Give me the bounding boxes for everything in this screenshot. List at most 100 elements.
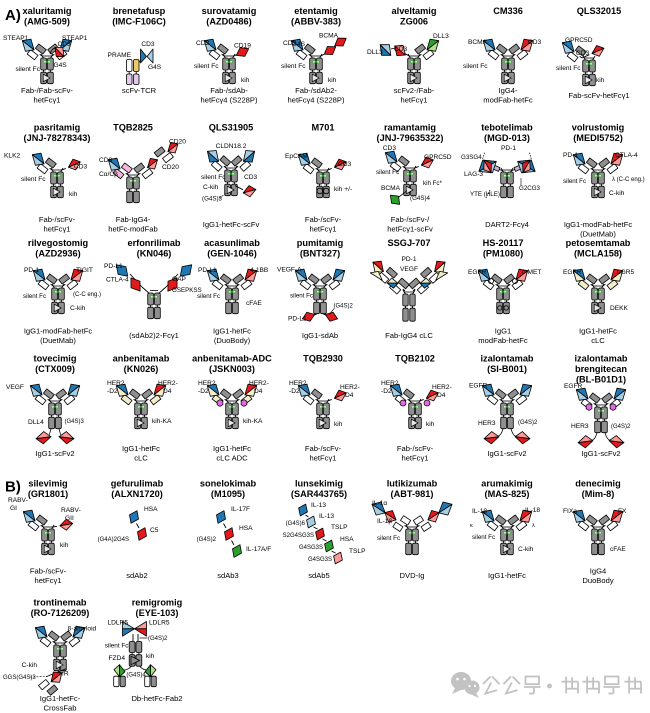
svg-text:PD-L1: PD-L1 (198, 267, 217, 274)
svg-text:kih-KA: kih-KA (152, 418, 172, 425)
svg-text:CD3: CD3 (244, 174, 258, 181)
svg-text:EGFR: EGFR (468, 269, 487, 276)
svg-text:Db-hetFc-Fab2: Db-hetFc-Fab2 (131, 694, 182, 703)
svg-text:Cα/Cβ: Cα/Cβ (99, 171, 118, 178)
svg-text:VEGF: VEGF (400, 266, 418, 273)
svg-text:HER2: HER2 (107, 380, 125, 387)
svg-text:silent Fc: silent Fc (21, 176, 46, 183)
svg-text:izalontamab: izalontamab (574, 354, 627, 364)
svg-text:modFab-hetFc: modFab-hetFc (478, 336, 528, 345)
svg-text:pasritamig: pasritamig (34, 123, 80, 133)
svg-text:GII: GII (65, 515, 74, 522)
svg-text:(G4S)2: (G4S)2 (611, 424, 631, 430)
svg-text:(BL-B01D1): (BL-B01D1) (576, 374, 626, 384)
svg-text:HER2-: HER2- (340, 384, 360, 391)
svg-text:(Mim-8): (Mim-8) (582, 489, 615, 499)
svg-text:IgG1-sdAb: IgG1-sdAb (302, 331, 338, 340)
svg-text:IL-13: IL-13 (319, 513, 334, 520)
svg-text:CD3: CD3 (394, 46, 408, 53)
svg-text:silent Fc: silent Fc (201, 174, 226, 181)
svg-text:HSA: HSA (239, 525, 253, 532)
svg-text:GSEPKSS: GSEPKSS (172, 287, 202, 294)
svg-text:HER2-: HER2- (432, 384, 452, 391)
svg-text:G2CG3: G2CG3 (519, 185, 541, 192)
svg-text:(ALXN1720): (ALXN1720) (111, 489, 163, 499)
svg-text:hetFcγ4 (S228P): hetFcγ4 (S228P) (201, 95, 258, 104)
svg-text:kih: kih (596, 77, 605, 84)
svg-text:(MAS-825): (MAS-825) (485, 489, 530, 499)
svg-text:CD3: CD3 (338, 161, 352, 168)
svg-text:Fab-/Fab-scFv-: Fab-/Fab-scFv- (21, 86, 73, 95)
svg-text:IL-1β: IL-1β (472, 508, 487, 515)
svg-text:HSA: HSA (340, 536, 354, 543)
svg-text:LGR5: LGR5 (617, 269, 635, 276)
svg-text:PD-1: PD-1 (24, 267, 39, 274)
svg-text:silent Fc: silent Fc (472, 534, 495, 541)
svg-text:(JNJ-79635322): (JNJ-79635322) (377, 133, 444, 143)
svg-text:DVD-Ig: DVD-Ig (400, 571, 425, 580)
svg-text:G4SG3S: G4SG3S (308, 557, 332, 563)
svg-text:FIXa: FIXa (563, 508, 577, 515)
svg-text:(SI-B001): (SI-B001) (487, 364, 527, 374)
svg-text:(ABBV-383): (ABBV-383) (291, 16, 341, 26)
svg-text:EGFR: EGFR (563, 269, 582, 276)
svg-text:PD-L1: PD-L1 (288, 316, 307, 323)
svg-text:LAG-3: LAG-3 (464, 171, 483, 178)
svg-text:kih: kih (334, 421, 343, 428)
svg-text:(EYE-103): (EYE-103) (136, 608, 179, 618)
svg-text:(AMG-509): (AMG-509) (24, 16, 70, 26)
svg-text:Fab-/scFv-: Fab-/scFv- (305, 215, 342, 224)
svg-text:silevimig: silevimig (28, 479, 67, 489)
svg-text:-D2: -D2 (289, 388, 300, 395)
svg-text:IgG1-hetFc: IgG1-hetFc (488, 571, 526, 580)
svg-text:erfonrilimab: erfonrilimab (127, 238, 180, 248)
svg-text:izalontamab: izalontamab (480, 354, 533, 364)
svg-text:HER3: HER3 (478, 420, 496, 427)
svg-text:(sdAb2)2-Fcγ1: (sdAb2)2-Fcγ1 (129, 331, 179, 340)
svg-text:kih +/-: kih +/- (334, 186, 352, 193)
svg-text:Fab-/sdAb2-: Fab-/sdAb2- (295, 86, 337, 95)
svg-text:(G4S)6: (G4S)6 (286, 521, 306, 527)
svg-text:CD20: CD20 (169, 139, 186, 146)
svg-text:IgG1-hetFc: IgG1-hetFc (213, 327, 251, 336)
svg-text:λ: λ (532, 523, 535, 529)
svg-text:silent Fc: silent Fc (197, 293, 220, 300)
svg-text:CTLA-4: CTLA-4 (106, 277, 129, 284)
svg-text:trontinemab: trontinemab (33, 598, 86, 608)
svg-text:CD3: CD3 (196, 40, 210, 47)
svg-text:M701: M701 (312, 123, 335, 133)
svg-text:-D2: -D2 (381, 388, 392, 395)
svg-text:FZD4: FZD4 (109, 655, 126, 662)
svg-text:QLS32015: QLS32015 (577, 6, 621, 16)
svg-text:alveltamig: alveltamig (392, 6, 437, 16)
svg-text:hetFcγ1: hetFcγ1 (400, 95, 427, 104)
svg-text:xaluritamig: xaluritamig (22, 6, 71, 16)
svg-text:HER3: HER3 (571, 423, 589, 430)
svg-text:-D2: -D2 (198, 388, 209, 395)
svg-text:cLC ADC: cLC ADC (216, 453, 248, 462)
svg-text:TfR: TfR (58, 671, 69, 678)
svg-text:(M1095): (M1095) (211, 489, 245, 499)
svg-text:DLL4: DLL4 (28, 419, 44, 426)
svg-text:(GEN-1046): (GEN-1046) (207, 248, 257, 258)
svg-text:IgG1-hetFc-: IgG1-hetFc- (40, 694, 81, 703)
svg-text:hetFcγ4 (S228P): hetFcγ4 (S228P) (288, 95, 345, 104)
svg-text:Fab-scFv-hetFcγ1: Fab-scFv-hetFcγ1 (568, 91, 629, 100)
svg-text:volrustomig: volrustomig (572, 123, 625, 133)
svg-text:C5: C5 (150, 527, 159, 534)
svg-text:CrossFab: CrossFab (44, 703, 77, 712)
svg-text:(G4S)2: (G4S)2 (148, 636, 168, 642)
svg-text:D4: D4 (254, 388, 263, 395)
svg-text:rilvegostomig: rilvegostomig (28, 238, 88, 248)
svg-text:S2G4SG3S: S2G4SG3S (283, 533, 314, 539)
svg-text:CD19: CD19 (234, 43, 251, 50)
svg-text:sdAb3: sdAb3 (217, 571, 239, 580)
svg-text:(G4A)2G4S: (G4A)2G4S (98, 537, 129, 543)
svg-text:(IMC-F106C): (IMC-F106C) (112, 16, 166, 26)
svg-text:acasunlimab: acasunlimab (204, 238, 260, 248)
svg-text:anbenitamab: anbenitamab (113, 354, 170, 364)
svg-text:scFv-TCR: scFv-TCR (122, 86, 157, 95)
svg-text:A): A) (5, 7, 21, 24)
svg-text:Fab-/scFv-: Fab-/scFv- (305, 444, 342, 453)
svg-text:QLS31905: QLS31905 (209, 123, 253, 133)
